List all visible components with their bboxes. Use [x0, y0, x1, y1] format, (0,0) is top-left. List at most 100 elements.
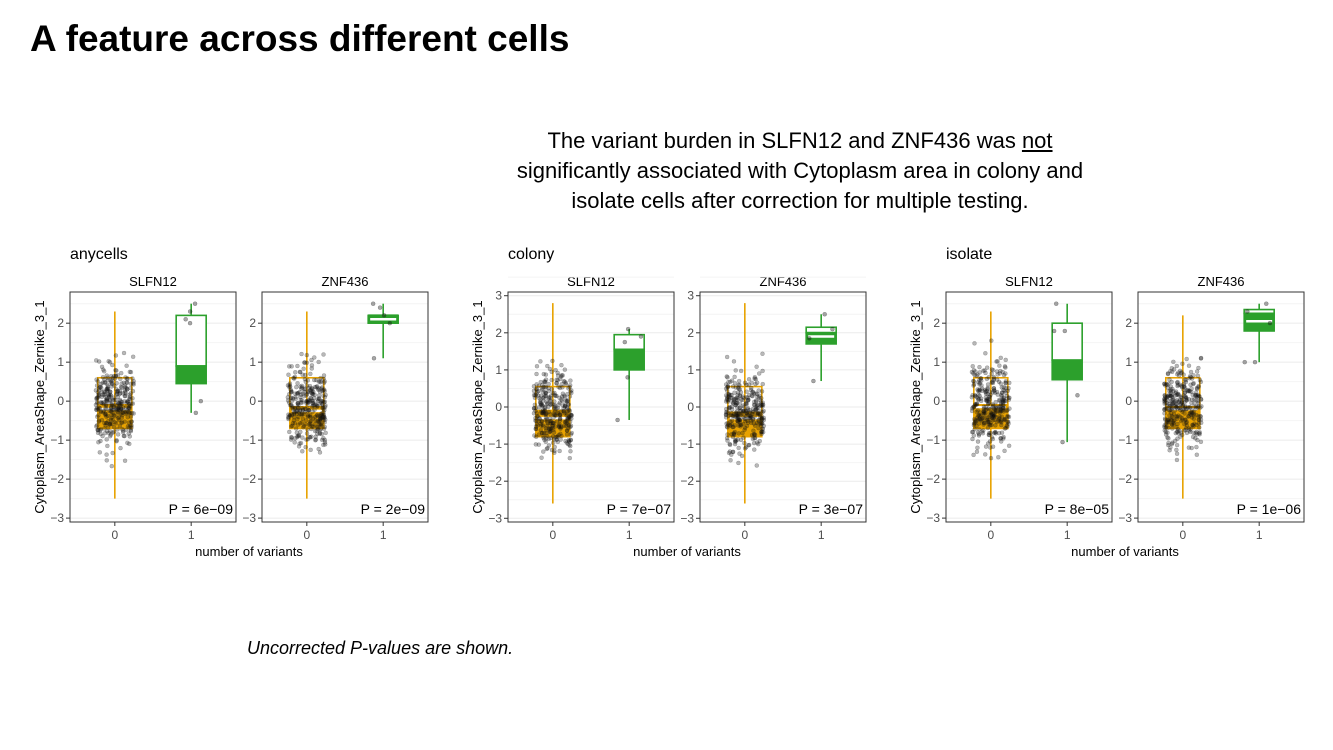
data-point	[306, 407, 311, 413]
data-point	[1196, 417, 1202, 423]
data-point	[533, 434, 539, 439]
data-point	[981, 404, 987, 410]
data-point	[298, 392, 304, 397]
box-lower	[1051, 359, 1083, 381]
data-point	[734, 412, 739, 417]
data-point	[1194, 385, 1200, 391]
data-point	[545, 400, 550, 406]
data-point	[990, 379, 995, 384]
data-point	[1189, 397, 1195, 402]
data-point	[1169, 398, 1174, 403]
data-point	[286, 414, 291, 420]
data-point	[310, 388, 315, 394]
data-point	[1000, 407, 1006, 413]
data-point	[1195, 437, 1200, 443]
data-point	[1004, 393, 1010, 399]
data-point	[992, 413, 998, 418]
data-point	[1181, 393, 1186, 398]
data-point	[1164, 395, 1170, 401]
data-point	[543, 394, 549, 399]
data-point	[548, 398, 553, 403]
data-point	[1198, 355, 1204, 361]
data-point	[993, 405, 999, 411]
data-point	[130, 376, 135, 381]
data-point	[1186, 426, 1192, 431]
data-point	[118, 384, 124, 390]
data-point	[545, 420, 550, 426]
data-point	[728, 395, 733, 400]
data-point	[1175, 429, 1180, 435]
data-point	[562, 402, 568, 408]
data-point	[107, 398, 113, 403]
data-point	[742, 416, 747, 421]
data-point	[131, 382, 136, 387]
data-point	[981, 428, 986, 433]
data-point	[105, 384, 111, 389]
data-point	[725, 399, 731, 404]
data-point	[103, 406, 108, 411]
data-point	[109, 381, 115, 387]
data-point	[568, 424, 573, 430]
data-point	[531, 392, 537, 398]
data-point	[109, 421, 114, 427]
data-point	[95, 428, 101, 433]
data-point	[565, 391, 570, 397]
data-point	[307, 434, 312, 440]
data-point	[1194, 386, 1200, 392]
data-point	[1165, 417, 1170, 423]
data-point	[726, 405, 732, 411]
data-point	[130, 396, 135, 401]
data-point	[557, 400, 563, 405]
data-point	[987, 394, 993, 399]
data-point	[977, 387, 982, 392]
data-point	[540, 424, 546, 429]
data-point	[541, 384, 546, 390]
data-point	[989, 411, 995, 417]
data-point	[104, 452, 109, 457]
data-point	[728, 458, 733, 463]
data-point	[321, 415, 327, 421]
data-point	[753, 391, 758, 396]
data-point	[309, 363, 315, 368]
data-point	[1006, 395, 1011, 401]
data-point	[999, 385, 1005, 390]
box-0	[969, 311, 1012, 499]
data-point	[564, 399, 570, 404]
data-point	[97, 405, 103, 411]
data-point	[556, 384, 561, 390]
data-point	[991, 406, 997, 411]
data-point	[311, 403, 316, 409]
data-point	[986, 414, 992, 419]
data-point	[1196, 414, 1201, 419]
data-point	[1162, 407, 1167, 412]
data-point	[1179, 400, 1185, 405]
data-point	[312, 377, 317, 383]
data-point	[981, 420, 987, 426]
data-point	[539, 409, 544, 414]
y-tick-label: −2	[488, 474, 502, 488]
data-point	[543, 372, 549, 377]
data-point	[975, 413, 981, 418]
data-point	[1186, 397, 1192, 402]
data-point	[565, 422, 570, 427]
data-point	[550, 440, 556, 446]
data-point	[101, 410, 106, 415]
data-point	[979, 383, 984, 388]
data-point	[729, 452, 734, 457]
data-point	[309, 426, 314, 432]
data-point	[744, 389, 749, 394]
data-point	[1174, 442, 1180, 448]
data-point	[534, 414, 540, 419]
data-point	[322, 379, 327, 384]
data-point	[753, 399, 759, 404]
data-point	[98, 427, 103, 432]
x-tick-label: 1	[1064, 528, 1071, 542]
data-point	[287, 381, 293, 386]
data-point	[739, 397, 744, 402]
data-point	[1163, 406, 1168, 411]
data-point	[977, 377, 982, 383]
data-point	[539, 419, 545, 424]
data-point	[111, 424, 117, 430]
data-point	[1162, 399, 1167, 404]
data-point	[387, 320, 393, 326]
